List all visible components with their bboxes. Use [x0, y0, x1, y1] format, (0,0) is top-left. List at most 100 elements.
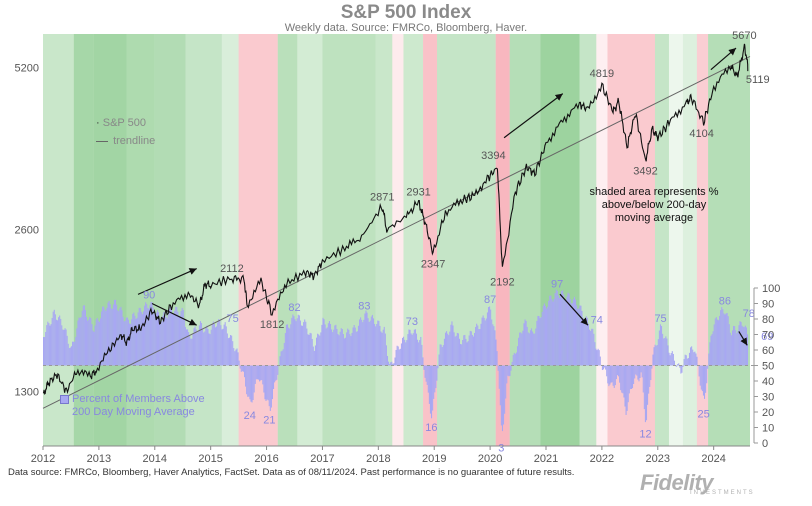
breadth-bar-272 [335, 325, 336, 366]
breadth-bar-398 [471, 331, 472, 365]
breadth-bar-378 [449, 332, 450, 366]
breadth-bar-424 [499, 366, 500, 389]
breadth-bar-109 [160, 323, 161, 365]
breadth-bar-420 [494, 330, 495, 365]
breadth-bar-346 [415, 329, 416, 365]
breadth-bar-10 [54, 310, 55, 366]
breadth-bar-584 [671, 353, 672, 365]
breadth-bar-247 [308, 335, 309, 366]
x-tick-label-10: 2022 [590, 453, 614, 465]
breadth-bar-30 [75, 337, 76, 365]
breadth-bar-25 [70, 348, 71, 366]
breadth-bar-165 [220, 325, 221, 365]
breadth-bar-580 [666, 339, 667, 366]
breadth-bar-599 [687, 359, 688, 366]
breadth-bar-627 [717, 320, 718, 366]
breadth-bar-298 [363, 320, 364, 366]
breadth-bar-52 [99, 322, 100, 366]
y-right-tick-label-1: 10 [762, 423, 774, 435]
x-tick-label-1: 2013 [87, 453, 111, 465]
breadth-bar-518 [600, 357, 601, 366]
breadth-bar-104 [155, 315, 156, 365]
y-right-tick-label-8: 80 [762, 314, 774, 326]
shading-note-line-3: moving average [574, 212, 734, 225]
breadth-bar-199 [257, 366, 258, 380]
breadth-bar-350 [419, 340, 420, 365]
breadth-bar-259 [321, 325, 322, 366]
breadth-bar-37 [83, 306, 84, 366]
breadth-bar-386 [458, 333, 459, 365]
breadth-bar-24 [69, 348, 70, 365]
breadth-bar-648 [739, 321, 740, 365]
breadth-bar-590 [677, 364, 678, 365]
breadth-bar-613 [702, 366, 703, 392]
breadth-bar-43 [89, 317, 90, 366]
breadth-bar-625 [715, 318, 716, 365]
breadth-bar-240 [301, 325, 302, 365]
legend-trendline: trendline [96, 135, 155, 147]
breadth-bar-288 [353, 327, 354, 365]
breadth-bar-5 [48, 323, 49, 365]
breadth-bar-616 [705, 366, 706, 393]
breadth-bar-203 [261, 366, 262, 381]
breadth-bar-233 [293, 316, 294, 365]
breadth-bar-426 [501, 366, 502, 426]
breadth-bar-611 [700, 366, 701, 386]
breadth-bar-555 [640, 366, 641, 379]
breadth-bar-1 [44, 337, 45, 365]
breadth-bar-248 [310, 333, 311, 366]
breadth-bar-407 [480, 324, 481, 366]
breadth-bar-170 [226, 326, 227, 365]
shade-band-26 [708, 34, 750, 446]
breadth-bar-47 [94, 332, 95, 366]
breadth-bar-551 [635, 366, 636, 375]
breadth-bar-355 [425, 366, 426, 378]
breadth-bar-38 [84, 305, 85, 365]
breadth-bar-478 [557, 291, 558, 366]
breadth-bar-354 [423, 366, 424, 370]
breadth-bar-515 [597, 350, 598, 365]
breadth-bar-412 [486, 319, 487, 366]
breadth-bar-320 [387, 356, 388, 366]
breadth-bar-296 [361, 320, 362, 366]
breadth-bar-284 [348, 330, 349, 366]
breadth-bar-380 [451, 321, 452, 365]
breadth-bar-624 [714, 324, 715, 365]
breadth-bar-186 [243, 366, 244, 372]
breadth-bar-579 [665, 336, 666, 365]
breadth-bar-387 [459, 339, 460, 366]
breadth-bar-277 [341, 328, 342, 365]
breadth-bar-265 [328, 323, 329, 365]
breadth-bar-522 [604, 366, 605, 368]
breadth-bar-359 [429, 366, 430, 404]
breadth-bar-542 [626, 366, 627, 415]
breadth-bar-149 [203, 332, 204, 365]
breadth-bar-395 [468, 341, 469, 365]
breadth-bar-122 [174, 311, 175, 366]
shade-band-3 [127, 34, 155, 446]
breadth-bar-182 [239, 361, 240, 366]
breadth-bar-649 [741, 322, 742, 365]
y-right-tick-label-2: 20 [762, 407, 774, 419]
shade-band-13 [403, 34, 423, 446]
breadth-bar-275 [339, 335, 340, 365]
breadth-bar-629 [719, 316, 720, 366]
breadth-bar-159 [214, 324, 215, 365]
breadth-bar-621 [710, 336, 711, 366]
breadth-bar-63 [111, 308, 112, 365]
breadth-bar-218 [277, 366, 278, 375]
shade-band-15 [437, 34, 496, 446]
breadth-bar-461 [538, 316, 539, 365]
breadth-bar-87 [137, 318, 138, 366]
breadth-bar-206 [264, 366, 265, 400]
breadth-bar-598 [686, 355, 687, 365]
y-right-tick-label-6: 60 [762, 345, 774, 357]
breadth-bar-509 [590, 331, 591, 366]
breadth-bar-7 [51, 324, 52, 365]
breadth-bar-14 [58, 317, 59, 365]
breadth-label-13: 75 [654, 313, 666, 325]
breadth-bar-482 [561, 291, 562, 365]
breadth-bar-557 [642, 366, 643, 378]
breadth-bar-390 [462, 340, 463, 365]
breadth-bar-457 [534, 334, 535, 366]
